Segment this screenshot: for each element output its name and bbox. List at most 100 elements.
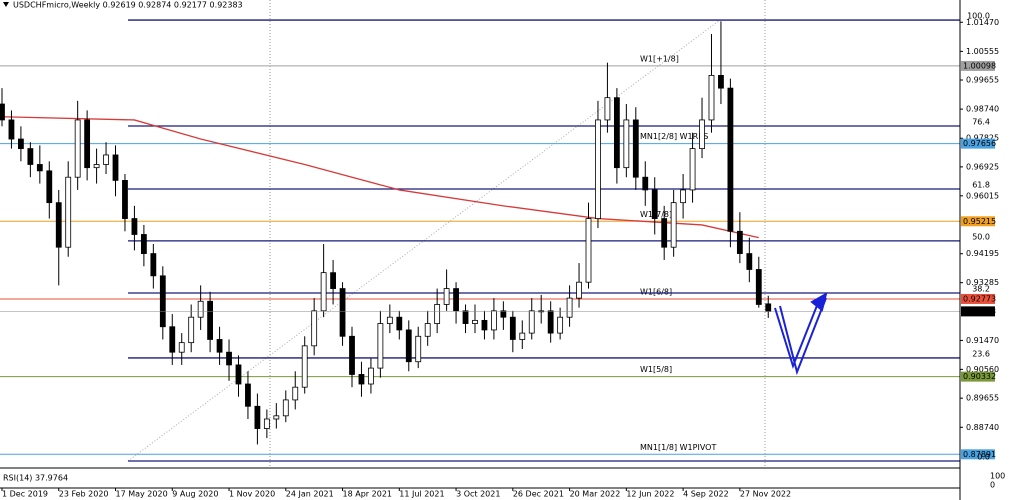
candle-body xyxy=(140,234,147,254)
candle-body xyxy=(680,189,687,204)
level-price-box xyxy=(961,216,995,227)
level-label: W1[+1/8] xyxy=(640,54,679,63)
candle-body xyxy=(339,288,346,337)
candle-body xyxy=(263,418,270,429)
forecast-arrow xyxy=(774,291,828,376)
candle-body xyxy=(443,288,450,305)
fib-label: 38.2 xyxy=(972,285,990,294)
chart-title: USDCHFmicro,Weekly 0.92619 0.92874 0.921… xyxy=(13,1,243,10)
x-tick-label: 23 Feb 2020 xyxy=(59,490,109,499)
level-label: MN1[2/8] W1RES xyxy=(640,132,708,141)
candle-body xyxy=(55,202,62,248)
x-tick-label: 24 Jan 2021 xyxy=(286,490,334,499)
candle-body xyxy=(576,281,582,299)
x-tick-label: 26 Dec 2021 xyxy=(513,490,564,499)
candle-body xyxy=(557,316,564,334)
candle-body xyxy=(500,310,507,318)
candle-body xyxy=(670,202,677,248)
candle-body xyxy=(424,323,431,337)
candle-body xyxy=(699,119,705,149)
candle-body xyxy=(642,176,649,191)
menu-triangle[interactable] xyxy=(3,2,9,7)
y-tick-label: 0.99655 xyxy=(966,76,999,85)
y-tick-label: 0.88740 xyxy=(966,423,999,432)
candle-body xyxy=(755,269,762,305)
y-tick-label: 0.91470 xyxy=(966,336,999,345)
candle-body xyxy=(159,275,166,328)
candle-body xyxy=(661,218,668,248)
candle-body xyxy=(377,323,384,369)
rsi-tick: 0 xyxy=(990,481,995,490)
level-price-label: 0.90332 xyxy=(963,372,996,381)
candle-body xyxy=(320,272,327,312)
candle-body xyxy=(708,75,715,121)
candle-body xyxy=(273,415,280,420)
candle-body xyxy=(405,329,412,363)
y-tick-label: 0.98740 xyxy=(966,105,999,114)
candle-body xyxy=(481,319,488,331)
level-price-box xyxy=(961,449,995,460)
candle-body xyxy=(0,103,5,121)
candle-body xyxy=(311,310,318,347)
candle-body xyxy=(292,386,299,401)
candle-body xyxy=(349,335,355,375)
y-tick-label: 0.90560 xyxy=(966,365,999,374)
candle-body xyxy=(718,75,724,89)
candle-body xyxy=(528,310,535,334)
rsi-tick: 100 xyxy=(990,472,1005,481)
y-tick-label: 0.97825 xyxy=(966,134,999,143)
level-label: W1[6/8] xyxy=(640,287,672,296)
x-tick-label: 20 Mar 2022 xyxy=(570,490,621,499)
level-label: MN1[1/8] W1PIVOT xyxy=(640,443,716,452)
candle-body xyxy=(736,230,743,254)
candle-body xyxy=(509,316,516,340)
y-tick-label: 0.89655 xyxy=(966,394,999,403)
x-tick-label: 9 Aug 2020 xyxy=(172,490,218,499)
candle-body xyxy=(207,300,214,340)
y-tick-label: 0.93285 xyxy=(966,278,999,287)
candle-body xyxy=(746,253,753,270)
candle-body xyxy=(415,335,422,363)
candle-body xyxy=(368,367,374,385)
level-price-box xyxy=(961,371,995,382)
y-tick-label: 0.94195 xyxy=(966,249,999,258)
candle-body xyxy=(330,272,336,289)
candle-body xyxy=(613,97,620,169)
candle-body xyxy=(103,154,109,165)
candle-body xyxy=(282,399,289,417)
candle-body xyxy=(93,164,100,169)
x-tick-label: 4 Sep 2022 xyxy=(683,490,729,499)
candle-body xyxy=(585,218,592,283)
candle-body xyxy=(245,383,251,407)
candle-body xyxy=(547,310,554,334)
candle-body xyxy=(131,218,138,235)
candle-body xyxy=(301,345,308,388)
candle-body xyxy=(8,119,15,140)
candle-body xyxy=(169,326,176,353)
candle-body xyxy=(595,119,601,219)
x-tick-label: 1 Nov 2020 xyxy=(229,490,275,499)
candle-body xyxy=(46,170,53,204)
candle-body xyxy=(254,405,261,429)
y-tick-label: 0.96925 xyxy=(966,162,999,171)
level-price-label: 0.92773 xyxy=(963,294,996,303)
candle-body xyxy=(18,138,24,149)
candle-body xyxy=(36,164,43,172)
level-price-box xyxy=(961,138,995,149)
level-price-label: 1.00098 xyxy=(963,61,996,70)
candle-body xyxy=(689,148,696,191)
y-tick-label: 1.00555 xyxy=(966,47,999,56)
level-price-label: 0.97656 xyxy=(963,139,996,148)
fib-label: 100.0 xyxy=(967,12,990,21)
x-tick-label: 17 May 2020 xyxy=(116,490,168,499)
candle-body xyxy=(472,319,478,324)
candle-body xyxy=(65,176,72,248)
candle-body xyxy=(84,119,91,169)
x-tick-label: 11 Jul 2021 xyxy=(399,490,444,499)
x-tick-label: 1 Dec 2019 xyxy=(2,490,48,499)
level-label: W1[5/8] xyxy=(640,365,672,374)
moving-average xyxy=(1,116,759,239)
